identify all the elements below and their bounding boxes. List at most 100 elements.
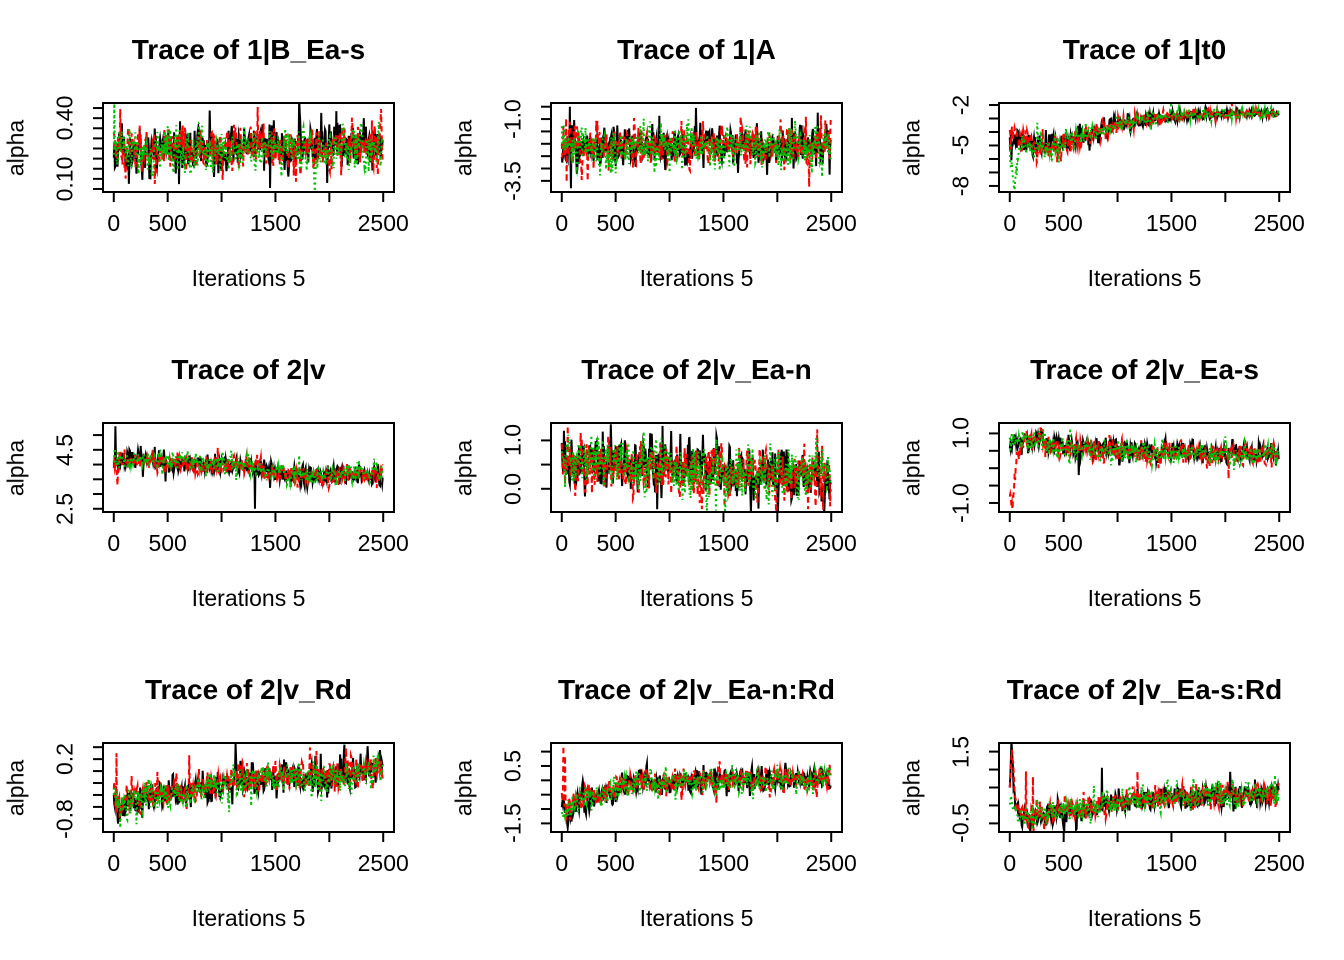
x-tick-label: 0	[1003, 210, 1017, 236]
x-tick-label: 1500	[1145, 850, 1198, 876]
panel-title: Trace of 2|v	[171, 354, 326, 385]
y-tick-label: -2	[947, 94, 974, 116]
x-tick-label: 2500	[357, 850, 409, 876]
x-tick-label: 500	[148, 210, 187, 236]
trace-canvas	[896, 0, 1344, 320]
trace-canvas	[0, 320, 448, 640]
trace-panel-2: Trace of 1|A alpha Iterations 5 -3.5 -1.0 0 50…	[448, 0, 896, 320]
x-tick-label: 2500	[805, 850, 857, 876]
x-tick-label: 1500	[697, 850, 750, 876]
x-tick-label: 0	[1003, 850, 1017, 876]
x-axis-label: Iterations 5	[191, 265, 306, 291]
x-tick-label: 500	[1044, 210, 1083, 236]
x-tick-label: 2500	[357, 530, 409, 556]
y-tick-label: 0.40	[51, 95, 78, 141]
y-tick-label: -8	[947, 175, 974, 197]
x-tick-label: 2500	[357, 210, 409, 236]
x-tick-label: 500	[1044, 530, 1083, 556]
x-axis-label: Iterations 5	[639, 585, 754, 611]
panel-title: Trace of 1|A	[617, 34, 776, 65]
x-tick-label: 500	[596, 210, 635, 236]
trace-canvas	[448, 0, 896, 320]
y-axis-label: alpha	[2, 439, 29, 496]
x-axis-label: Iterations 5	[191, 905, 306, 931]
y-tick-label: 2.5	[51, 492, 78, 525]
x-tick-label: 500	[148, 850, 187, 876]
trace-panel-4: Trace of 2|v alpha Iterations 5 2.5 4.5 0 500 1…	[0, 320, 448, 640]
panel-title: Trace of 1|t0	[1062, 34, 1227, 65]
trace-canvas	[896, 320, 1344, 640]
x-tick-label: 2500	[805, 210, 857, 236]
x-axis-label: Iterations 5	[191, 585, 306, 611]
x-tick-label: 1500	[1145, 530, 1198, 556]
x-tick-label: 1500	[249, 530, 302, 556]
y-axis-label: alpha	[2, 759, 29, 816]
y-tick-label: 4.5	[51, 433, 78, 466]
x-tick-label: 1500	[697, 210, 750, 236]
x-tick-label: 2500	[1253, 530, 1305, 556]
y-tick-label: -0.5	[947, 803, 974, 844]
trace-panel-3: Trace of 1|t0 alpha Iterations 5 -8 -5 -2 0 500…	[896, 0, 1344, 320]
y-tick-label: -0.8	[51, 799, 78, 839]
panel-title: Trace of 2|v_Ea-s	[1030, 354, 1259, 385]
panel-title: Trace of 2|v_Ea-s:Rd	[1006, 674, 1283, 705]
x-tick-label: 0	[107, 210, 121, 236]
x-tick-label: 0	[107, 530, 121, 556]
y-tick-label: -1.0	[499, 99, 526, 139]
x-tick-label: 2500	[805, 530, 857, 556]
y-tick-label: -5	[947, 135, 974, 156]
y-tick-label: -1.0	[947, 483, 974, 523]
y-tick-label: -3.5	[499, 161, 526, 201]
x-tick-label: 500	[596, 530, 635, 556]
x-tick-label: 1500	[1145, 210, 1198, 236]
x-tick-label: 0	[555, 850, 569, 876]
x-tick-label: 500	[1044, 850, 1083, 876]
y-axis-label: alpha	[450, 759, 477, 816]
x-axis-label: Iterations 5	[1087, 585, 1202, 611]
trace-canvas	[0, 0, 448, 320]
x-tick-label: 1500	[249, 210, 302, 236]
y-axis-label: alpha	[2, 119, 29, 176]
y-axis-label: alpha	[898, 439, 925, 496]
trace-canvas	[448, 640, 896, 960]
x-tick-label: 500	[596, 850, 635, 876]
trace-canvas	[896, 640, 1344, 960]
y-tick-label: 1.0	[499, 424, 526, 457]
trace-panel-7: Trace of 2|v_Rd alpha Iterations 5 -0.8 0.2 0…	[0, 640, 448, 960]
y-axis-label: alpha	[450, 439, 477, 496]
x-axis-label: Iterations 5	[639, 905, 754, 931]
panel-title: Trace of 2|v_Ea-n	[581, 354, 812, 385]
x-tick-label: 0	[555, 210, 569, 236]
x-tick-label: 0	[1003, 530, 1017, 556]
trace-canvas	[448, 320, 896, 640]
y-tick-label: 1.5	[947, 735, 974, 768]
x-axis-label: Iterations 5	[1087, 905, 1202, 931]
x-tick-label: 2500	[1253, 210, 1305, 236]
x-tick-label: 2500	[1253, 850, 1305, 876]
x-tick-label: 500	[148, 530, 187, 556]
x-axis-label: Iterations 5	[1087, 265, 1202, 291]
y-tick-label: 0.5	[499, 749, 526, 782]
x-tick-label: 1500	[697, 530, 750, 556]
y-tick-label: 0.10	[51, 156, 78, 202]
y-tick-label: 0.0	[499, 472, 526, 505]
x-tick-label: 1500	[249, 850, 302, 876]
x-axis-label: Iterations 5	[639, 265, 754, 291]
y-tick-label: -1.5	[499, 803, 526, 844]
y-tick-label: 1.0	[947, 417, 974, 450]
y-axis-label: alpha	[898, 759, 925, 816]
panel-title: Trace of 2|v_Ea-n:Rd	[557, 674, 836, 705]
x-tick-label: 0	[555, 530, 569, 556]
panel-title: Trace of 2|v_Rd	[144, 674, 353, 705]
y-axis-label: alpha	[898, 119, 925, 176]
panel-title: Trace of 1|B_Ea-s	[131, 34, 366, 65]
y-axis-label: alpha	[450, 119, 477, 176]
trace-canvas	[0, 640, 448, 960]
